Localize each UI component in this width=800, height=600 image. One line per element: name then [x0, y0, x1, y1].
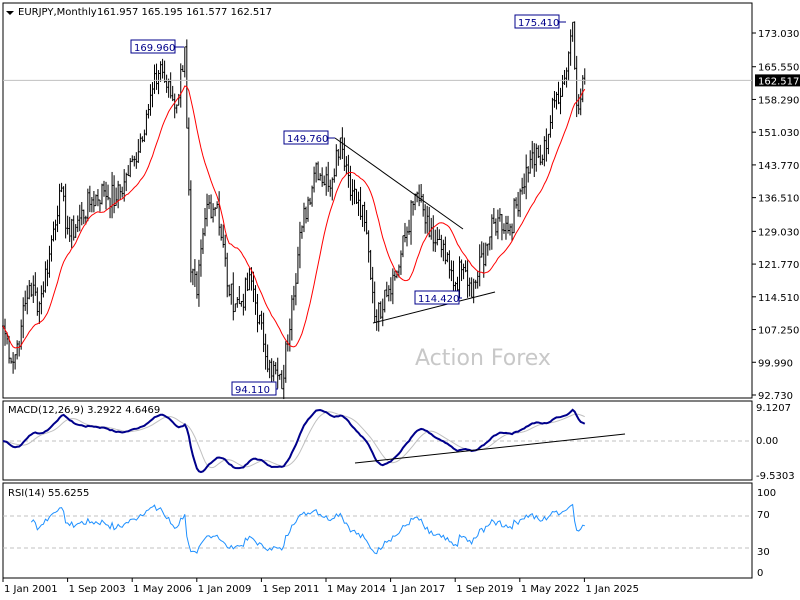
- price-tick-label: 143.770: [758, 161, 799, 172]
- time-tick-label: 1 Jan 2025: [585, 584, 639, 595]
- annotation-label: 94.110: [235, 385, 270, 396]
- last-price-label: 162.517: [758, 76, 799, 87]
- macd-line: [2, 408, 586, 474]
- macd-trendline: [354, 433, 626, 464]
- annotation-box: [283, 130, 329, 145]
- time-tick-label: 1 May 2006: [133, 584, 192, 595]
- price-tick-label: 129.030: [758, 227, 799, 238]
- price-tick-label: 165.550: [758, 63, 799, 74]
- rsi-panel-frame: [2, 482, 753, 579]
- rsi-label: RSI(14) 55.6255: [8, 488, 89, 499]
- rsi-tick-label: 70: [757, 510, 770, 521]
- time-tick-label: 1 Sep 2011: [262, 584, 319, 595]
- watermark: Action Forex: [415, 346, 551, 371]
- rsi-line: [30, 503, 585, 555]
- time-tick-label: 1 May 2014: [327, 584, 386, 595]
- time-tick-label: 1 Jan 2009: [198, 584, 252, 595]
- collapse-triangle-icon[interactable]: [6, 11, 14, 15]
- annotation-box: [231, 381, 277, 396]
- price-tick-label: 121.770: [758, 260, 799, 271]
- annotation-label: 149.760: [287, 134, 328, 145]
- trendline-lower: [372, 291, 496, 324]
- time-tick-label: 1 Sep 2019: [456, 584, 513, 595]
- annotation-label: 175.410: [518, 18, 559, 29]
- annotation-box: [414, 290, 460, 305]
- annotation-box: [130, 39, 176, 54]
- price-tick-label: 158.290: [758, 95, 799, 106]
- price-tick-label: 173.030: [758, 29, 799, 40]
- macd-signal-line: [2, 411, 585, 469]
- annotation-label: 114.420: [418, 294, 459, 305]
- price-tick-label: 92.730: [758, 391, 793, 402]
- price-tick-label: 151.030: [758, 128, 799, 139]
- macd-label: MACD(12,26,9) 3.2922 4.6469: [8, 405, 160, 416]
- rsi-tick-label: 0: [757, 568, 763, 579]
- price-tick-label: 99.990: [758, 358, 793, 369]
- price-tick-label: 107.250: [758, 326, 799, 337]
- macd-tick-label: 0.00: [756, 436, 778, 447]
- macd-tick-label: 9.1207: [756, 403, 791, 414]
- rsi-tick-label: 30: [757, 547, 770, 558]
- trendline-upper: [334, 137, 464, 230]
- ohlc-values: 161.957 165.195 161.577 162.517: [97, 7, 272, 18]
- annotation-box: [514, 14, 560, 29]
- rsi-tick-label: 100: [757, 488, 776, 499]
- moving-average-line: [2, 85, 586, 349]
- time-tick-label: 1 Jan 2017: [392, 584, 446, 595]
- annotation-label: 169.960: [134, 43, 175, 54]
- symbol-label: EURJPY,Monthly: [18, 7, 97, 18]
- time-tick-label: 1 Sep 2003: [69, 584, 126, 595]
- price-tick-label: 136.510: [758, 194, 799, 205]
- macd-tick-label: -9.5303: [756, 471, 795, 482]
- price-tick-label: 114.510: [758, 293, 799, 304]
- last-price-marker: [755, 74, 800, 87]
- time-tick-label: 1 Jan 2001: [4, 584, 58, 595]
- time-tick-label: 1 May 2022: [521, 584, 580, 595]
- main-panel-frame: [2, 2, 753, 399]
